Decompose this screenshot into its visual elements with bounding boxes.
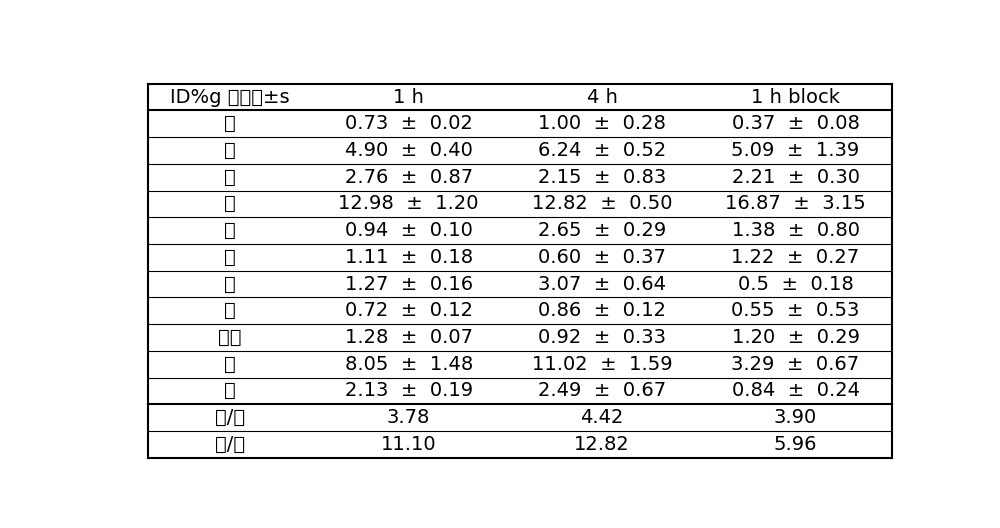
Text: 1.27  ±  0.16: 1.27 ± 0.16 — [345, 275, 473, 294]
Text: 12.98  ±  1.20: 12.98 ± 1.20 — [338, 194, 479, 213]
Text: 3.07  ±  0.64: 3.07 ± 0.64 — [538, 275, 666, 294]
Text: 0.73  ±  0.02: 0.73 ± 0.02 — [345, 114, 473, 133]
Text: 11.10: 11.10 — [381, 435, 436, 454]
Text: 1 h block: 1 h block — [751, 88, 840, 107]
Text: 0.55  ±  0.53: 0.55 ± 0.53 — [731, 301, 860, 320]
Text: 8.05  ±  1.48: 8.05 ± 1.48 — [345, 355, 473, 374]
Text: 1 h: 1 h — [393, 88, 424, 107]
Text: 4 h: 4 h — [587, 88, 618, 107]
Text: 0.92  ±  0.33: 0.92 ± 0.33 — [538, 328, 666, 347]
Text: 1.38  ±  0.80: 1.38 ± 0.80 — [732, 221, 860, 240]
Text: 2.49  ±  0.67: 2.49 ± 0.67 — [538, 381, 666, 400]
Text: 16.87  ±  3.15: 16.87 ± 3.15 — [725, 194, 866, 213]
Text: 骨: 骨 — [224, 275, 236, 294]
Text: 1.22  ±  0.27: 1.22 ± 0.27 — [731, 248, 860, 267]
Text: 12.82: 12.82 — [574, 435, 630, 454]
Text: 0.94  ±  0.10: 0.94 ± 0.10 — [345, 221, 473, 240]
Text: 0.72  ±  0.12: 0.72 ± 0.12 — [345, 301, 473, 320]
Text: 瘤/肉: 瘤/肉 — [215, 435, 245, 454]
Text: 瘤: 瘤 — [224, 355, 236, 374]
Text: 2.21  ±  0.30: 2.21 ± 0.30 — [732, 168, 860, 187]
Text: 肺: 肺 — [224, 168, 236, 187]
Text: 肉: 肉 — [224, 301, 236, 320]
Text: 11.02  ±  1.59: 11.02 ± 1.59 — [532, 355, 672, 374]
Text: 腾: 腾 — [224, 194, 236, 213]
Text: 5.96: 5.96 — [774, 435, 817, 454]
Text: 血: 血 — [224, 381, 236, 400]
Text: 3.29  ±  0.67: 3.29 ± 0.67 — [731, 355, 860, 374]
Text: 4.90  ±  0.40: 4.90 ± 0.40 — [345, 141, 473, 160]
Text: 2.15  ±  0.83: 2.15 ± 0.83 — [538, 168, 666, 187]
Text: 2.65  ±  0.29: 2.65 ± 0.29 — [538, 221, 666, 240]
Text: 2.76  ±  0.87: 2.76 ± 0.87 — [345, 168, 473, 187]
Text: 1.00  ±  0.28: 1.00 ± 0.28 — [538, 114, 666, 133]
Text: 心: 心 — [224, 114, 236, 133]
Text: 0.86  ±  0.12: 0.86 ± 0.12 — [538, 301, 666, 320]
Text: 3.78: 3.78 — [387, 408, 430, 427]
Text: 1.11  ±  0.18: 1.11 ± 0.18 — [345, 248, 473, 267]
Text: 1.20  ±  0.29: 1.20 ± 0.29 — [732, 328, 860, 347]
Text: 小肠: 小肠 — [218, 328, 242, 347]
Text: 0.60  ±  0.37: 0.60 ± 0.37 — [538, 248, 666, 267]
Text: ID%g 平均値±s: ID%g 平均値±s — [170, 88, 290, 107]
Text: 12.82  ±  0.50: 12.82 ± 0.50 — [532, 194, 672, 213]
Text: 肝: 肝 — [224, 141, 236, 160]
Text: 0.84  ±  0.24: 0.84 ± 0.24 — [732, 381, 860, 400]
Text: 3.90: 3.90 — [774, 408, 817, 427]
Text: 5.09  ±  1.39: 5.09 ± 1.39 — [731, 141, 860, 160]
Text: 胃: 胃 — [224, 248, 236, 267]
Text: 瘤/血: 瘤/血 — [215, 408, 245, 427]
Text: 0.37  ±  0.08: 0.37 ± 0.08 — [732, 114, 859, 133]
Text: 2.13  ±  0.19: 2.13 ± 0.19 — [345, 381, 473, 400]
Text: 脾: 脾 — [224, 221, 236, 240]
Text: 1.28  ±  0.07: 1.28 ± 0.07 — [345, 328, 473, 347]
Text: 4.42: 4.42 — [580, 408, 624, 427]
Text: 6.24  ±  0.52: 6.24 ± 0.52 — [538, 141, 666, 160]
Text: 0.5  ±  0.18: 0.5 ± 0.18 — [738, 275, 853, 294]
